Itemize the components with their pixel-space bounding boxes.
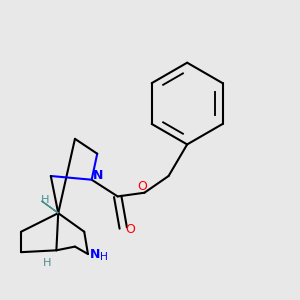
Polygon shape	[41, 201, 58, 213]
Text: N: N	[93, 169, 103, 182]
Text: O: O	[138, 179, 148, 193]
Text: H: H	[41, 195, 50, 205]
Text: H: H	[100, 252, 107, 262]
Text: O: O	[125, 224, 135, 236]
Text: N: N	[89, 248, 100, 260]
Text: H: H	[43, 258, 51, 268]
